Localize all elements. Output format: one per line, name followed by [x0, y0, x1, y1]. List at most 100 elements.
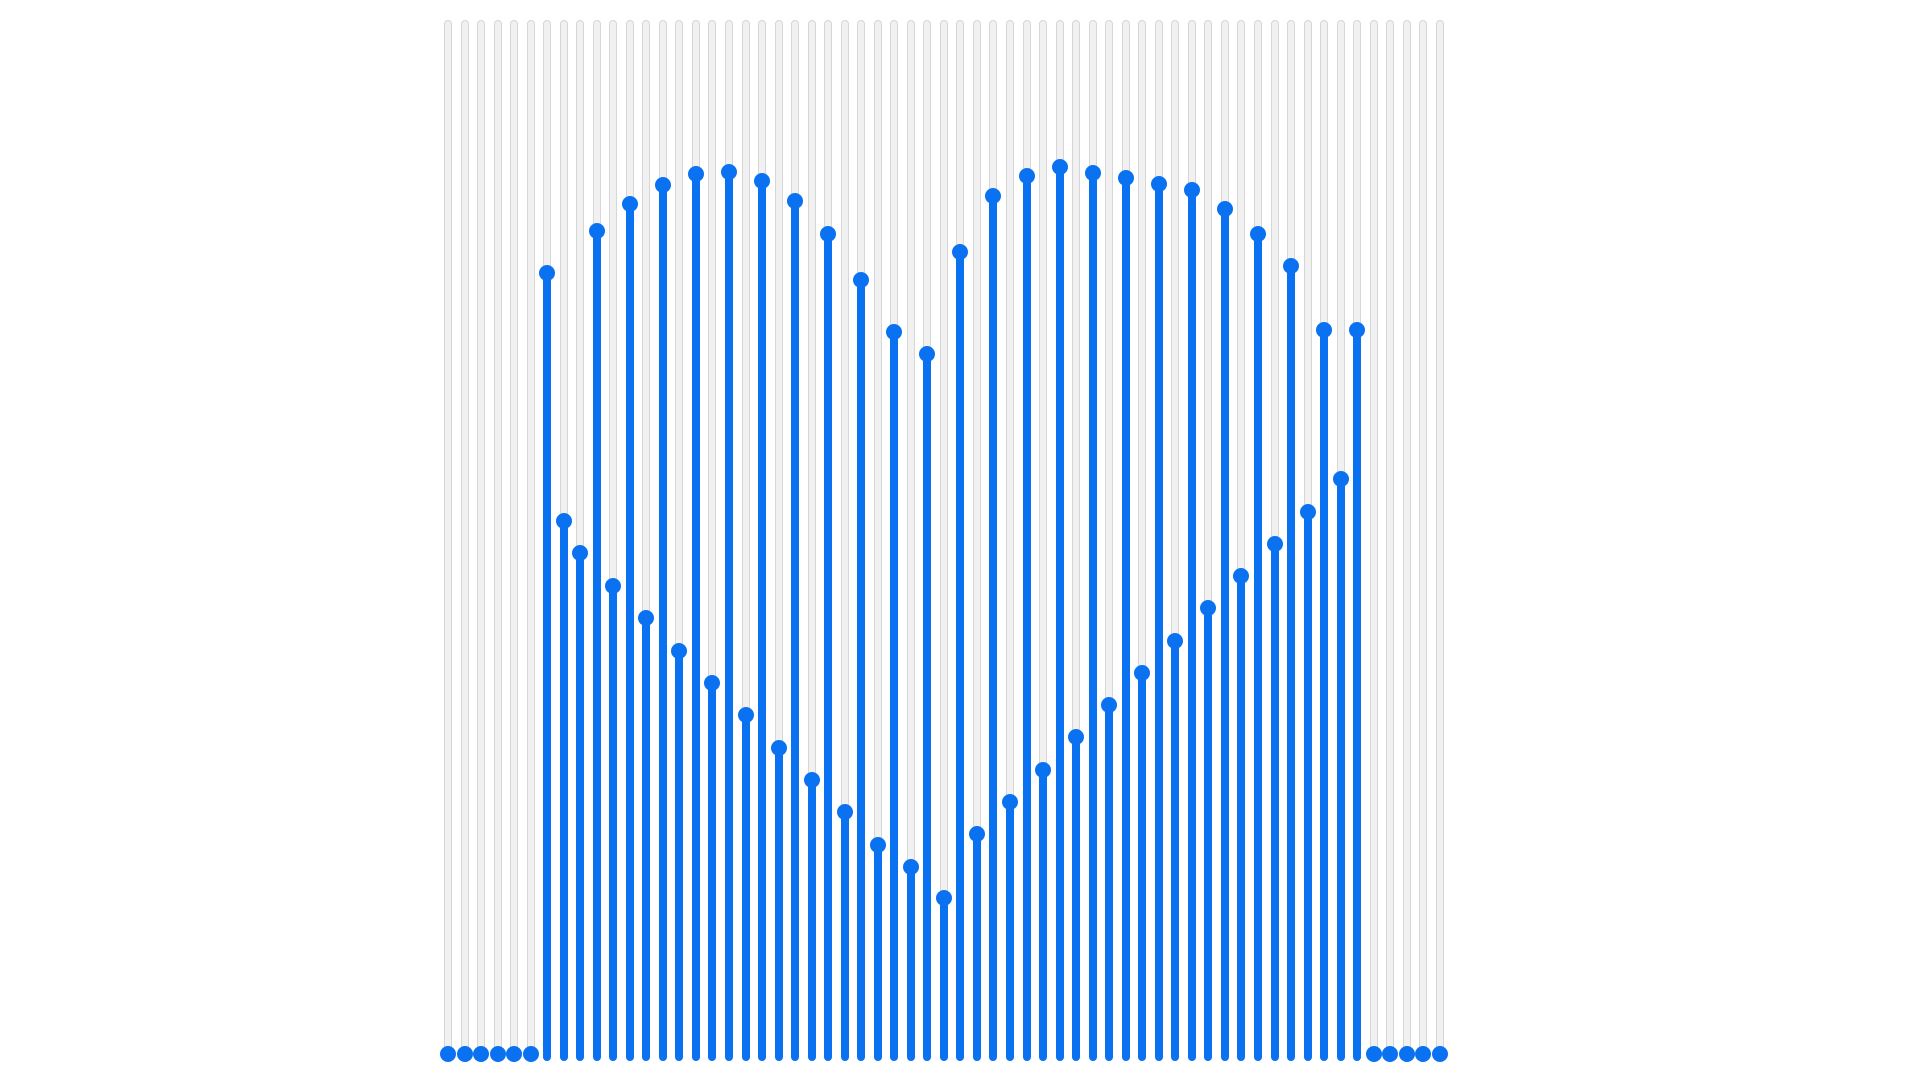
vertical-slider[interactable]: [853, 20, 870, 1061]
slider-thumb[interactable]: [1167, 632, 1184, 649]
vertical-slider[interactable]: [1018, 20, 1035, 1061]
vertical-slider[interactable]: [572, 20, 589, 1061]
slider-thumb[interactable]: [506, 1046, 523, 1062]
vertical-slider[interactable]: [1068, 20, 1085, 1061]
slider-thumb[interactable]: [1002, 794, 1019, 811]
slider-thumb[interactable]: [489, 1046, 506, 1062]
slider-thumb[interactable]: [572, 545, 589, 562]
slider-thumb[interactable]: [1299, 503, 1316, 520]
slider-thumb[interactable]: [1233, 568, 1250, 585]
vertical-slider[interactable]: [836, 20, 853, 1061]
vertical-slider[interactable]: [671, 20, 688, 1061]
slider-thumb[interactable]: [1349, 322, 1366, 339]
slider-thumb[interactable]: [473, 1046, 490, 1062]
vertical-slider[interactable]: [919, 20, 936, 1061]
slider-thumb[interactable]: [1068, 729, 1085, 746]
slider-thumb[interactable]: [605, 577, 622, 594]
vertical-slider[interactable]: [1035, 20, 1052, 1061]
vertical-slider[interactable]: [621, 20, 638, 1061]
vertical-slider[interactable]: [985, 20, 1002, 1061]
slider-thumb[interactable]: [935, 890, 952, 907]
vertical-slider[interactable]: [1299, 20, 1316, 1061]
vertical-slider[interactable]: [1200, 20, 1217, 1061]
vertical-slider[interactable]: [588, 20, 605, 1061]
slider-track[interactable]: [1402, 20, 1411, 1061]
slider-thumb[interactable]: [671, 642, 688, 659]
slider-thumb[interactable]: [820, 226, 837, 243]
slider-track[interactable]: [1419, 20, 1428, 1061]
vertical-slider[interactable]: [1167, 20, 1184, 1061]
vertical-slider[interactable]: [1051, 20, 1068, 1061]
slider-thumb[interactable]: [687, 165, 704, 182]
slider-thumb[interactable]: [555, 513, 572, 530]
vertical-slider[interactable]: [1101, 20, 1118, 1061]
vertical-slider[interactable]: [1150, 20, 1167, 1061]
vertical-slider[interactable]: [886, 20, 903, 1061]
slider-thumb[interactable]: [1382, 1046, 1399, 1062]
vertical-slider[interactable]: [869, 20, 886, 1061]
vertical-slider[interactable]: [721, 20, 737, 1061]
vertical-slider[interactable]: [506, 20, 523, 1062]
vertical-slider[interactable]: [1183, 20, 1200, 1061]
vertical-slider[interactable]: [1084, 20, 1101, 1061]
slider-thumb[interactable]: [1035, 761, 1052, 778]
slider-thumb[interactable]: [704, 674, 721, 691]
slider-track[interactable]: [493, 20, 502, 1061]
slider-thumb[interactable]: [803, 772, 820, 789]
vertical-slider[interactable]: [770, 20, 787, 1061]
slider-track[interactable]: [477, 20, 486, 1061]
vertical-slider[interactable]: [1431, 20, 1448, 1062]
slider-thumb[interactable]: [1283, 258, 1300, 275]
slider-thumb[interactable]: [1084, 165, 1101, 182]
slider-thumb[interactable]: [638, 610, 655, 627]
slider-thumb[interactable]: [886, 323, 903, 340]
slider-thumb[interactable]: [1266, 535, 1283, 552]
slider-thumb[interactable]: [1200, 600, 1217, 617]
slider-thumb[interactable]: [440, 1046, 456, 1062]
vertical-slider[interactable]: [754, 20, 771, 1061]
vertical-slider[interactable]: [1002, 20, 1019, 1061]
vertical-slider[interactable]: [704, 20, 721, 1061]
slider-thumb[interactable]: [853, 272, 870, 289]
slider-thumb[interactable]: [787, 193, 804, 210]
vertical-slider[interactable]: [654, 20, 671, 1061]
slider-thumb[interactable]: [952, 243, 969, 260]
vertical-slider[interactable]: [440, 20, 456, 1062]
vertical-slider[interactable]: [473, 20, 490, 1062]
slider-thumb[interactable]: [1365, 1046, 1382, 1062]
slider-thumb[interactable]: [737, 707, 754, 724]
slider-track[interactable]: [1369, 20, 1378, 1061]
slider-track[interactable]: [526, 20, 535, 1061]
slider-track[interactable]: [460, 20, 469, 1061]
slider-thumb[interactable]: [902, 858, 919, 875]
slider-thumb[interactable]: [522, 1046, 539, 1062]
slider-thumb[interactable]: [654, 177, 671, 194]
slider-thumb[interactable]: [919, 346, 936, 363]
slider-thumb[interactable]: [1183, 181, 1200, 198]
slider-thumb[interactable]: [1117, 170, 1134, 187]
vertical-slider[interactable]: [1316, 20, 1333, 1061]
vertical-slider[interactable]: [1283, 20, 1300, 1061]
vertical-slider[interactable]: [522, 20, 539, 1062]
vertical-slider[interactable]: [638, 20, 655, 1061]
vertical-slider[interactable]: [952, 20, 969, 1061]
slider-thumb[interactable]: [1415, 1046, 1432, 1062]
slider-thumb[interactable]: [770, 739, 787, 756]
slider-track[interactable]: [1386, 20, 1395, 1061]
vertical-slider[interactable]: [737, 20, 754, 1061]
slider-thumb[interactable]: [869, 836, 886, 853]
vertical-slider[interactable]: [1249, 20, 1266, 1061]
vertical-slider[interactable]: [1332, 20, 1349, 1061]
slider-thumb[interactable]: [588, 223, 605, 240]
slider-track[interactable]: [444, 20, 452, 1061]
slider-thumb[interactable]: [1216, 201, 1233, 218]
slider-thumb[interactable]: [968, 826, 985, 843]
slider-track[interactable]: [510, 20, 519, 1061]
slider-thumb[interactable]: [621, 196, 638, 213]
vertical-slider[interactable]: [456, 20, 473, 1062]
slider-track[interactable]: [1435, 20, 1444, 1061]
vertical-slider[interactable]: [935, 20, 952, 1061]
vertical-slider[interactable]: [555, 20, 572, 1061]
vertical-slider[interactable]: [787, 20, 804, 1061]
vertical-slider[interactable]: [1349, 20, 1366, 1061]
